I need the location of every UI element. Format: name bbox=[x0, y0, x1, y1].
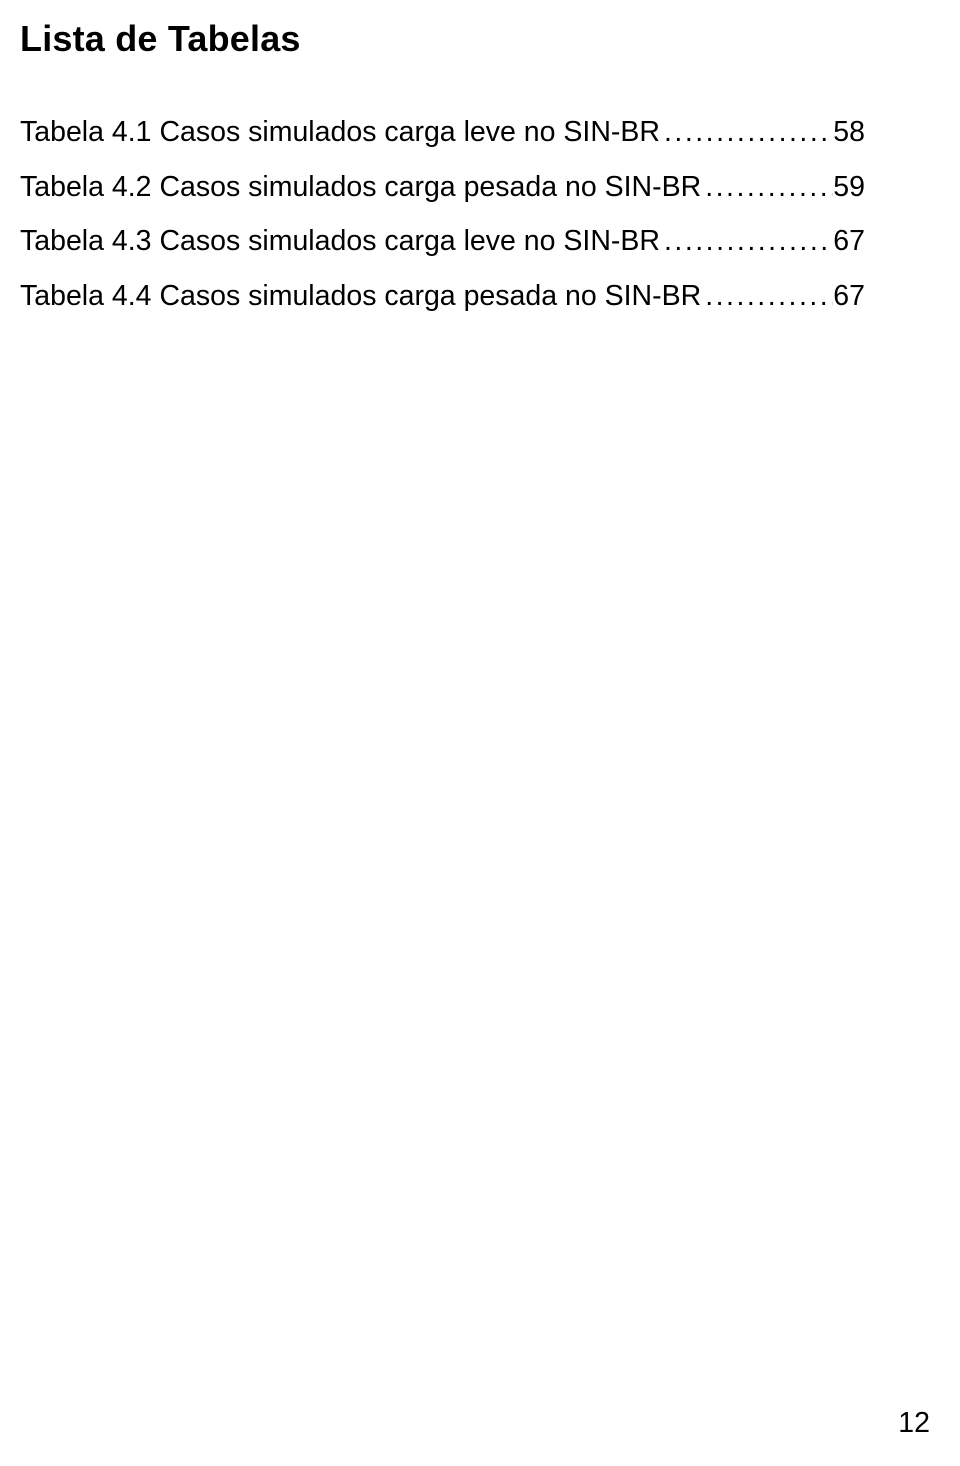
toc-leader-dots bbox=[701, 282, 833, 311]
toc-entry-page: 59 bbox=[833, 173, 865, 202]
toc-entry: Tabela 4.1 Casos simulados carga leve no… bbox=[20, 118, 865, 147]
toc-leader-dots bbox=[660, 227, 833, 256]
toc-entry: Tabela 4.2 Casos simulados carga pesada … bbox=[20, 173, 865, 202]
list-of-tables-heading: Lista de Tabelas bbox=[20, 18, 865, 60]
toc-entry-label: Tabela 4.1 Casos simulados carga leve no… bbox=[20, 118, 660, 147]
toc-leader-dots bbox=[660, 118, 833, 147]
page-container: Lista de Tabelas Tabela 4.1 Casos simula… bbox=[0, 0, 960, 1466]
page-number: 12 bbox=[898, 1407, 930, 1440]
toc-entry-page: 67 bbox=[833, 227, 865, 256]
toc-leader-dots bbox=[701, 173, 833, 202]
toc-entry: Tabela 4.4 Casos simulados carga pesada … bbox=[20, 282, 865, 311]
toc-entry-label: Tabela 4.3 Casos simulados carga leve no… bbox=[20, 227, 660, 256]
toc-entry-label: Tabela 4.4 Casos simulados carga pesada … bbox=[20, 282, 701, 311]
toc-entry-page: 58 bbox=[833, 118, 865, 147]
toc-entry-label: Tabela 4.2 Casos simulados carga pesada … bbox=[20, 173, 701, 202]
toc-entry: Tabela 4.3 Casos simulados carga leve no… bbox=[20, 227, 865, 256]
toc-entry-page: 67 bbox=[833, 282, 865, 311]
